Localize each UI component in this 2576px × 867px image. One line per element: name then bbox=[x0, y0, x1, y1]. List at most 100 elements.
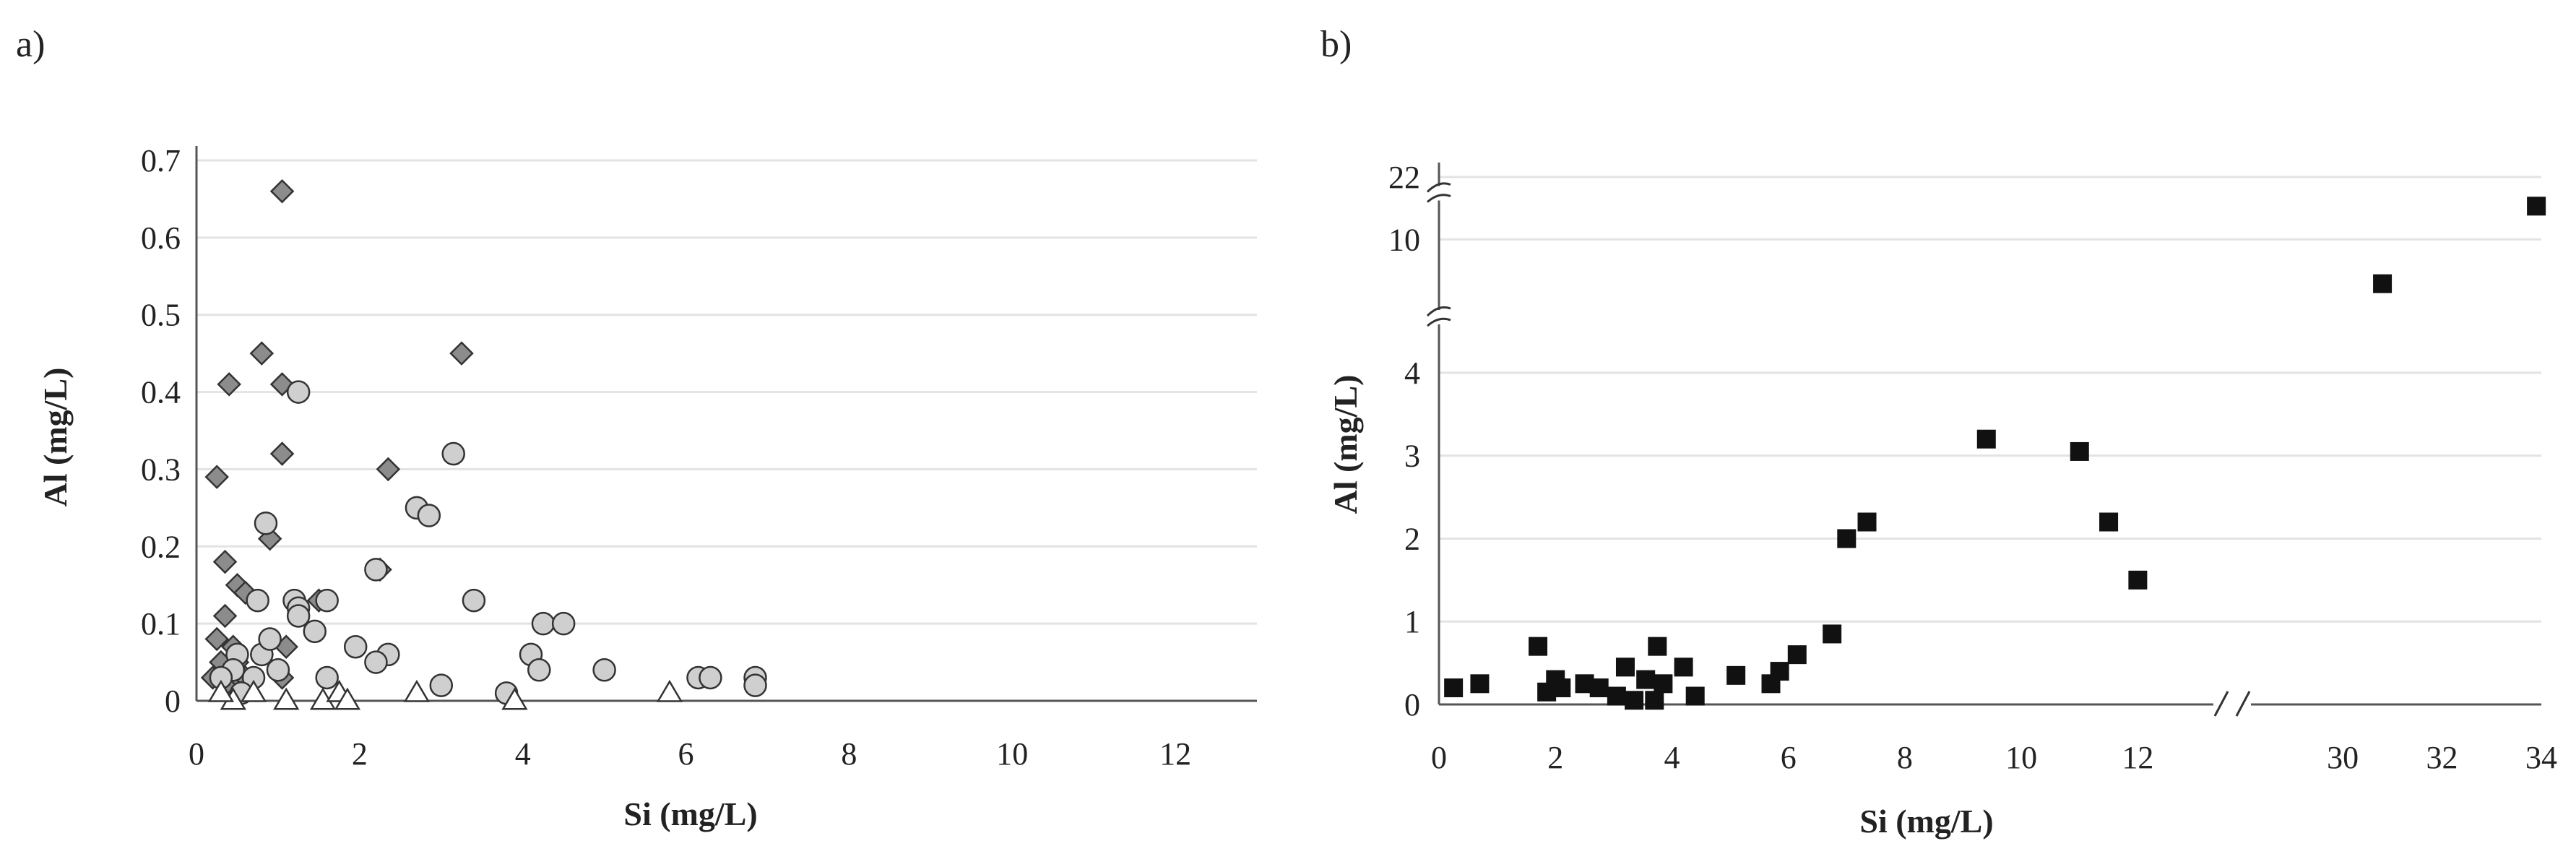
panel-a-diamond-point bbox=[212, 603, 238, 629]
panel-b-label: b) bbox=[1321, 24, 1352, 65]
panel-b-y-tick-label: 0 bbox=[1404, 687, 1420, 722]
panel-a-triangle-point bbox=[334, 687, 361, 710]
panel-b-square-point bbox=[1648, 637, 1667, 656]
panel-a-x-tick-label: 2 bbox=[352, 736, 368, 772]
panel-a-diamond-point bbox=[217, 372, 241, 397]
panel-b-y-tick-labels: 0 1 2 3 4 10 22 bbox=[1388, 160, 1420, 722]
panel-b-square-point bbox=[1625, 691, 1644, 710]
panel-b-square-point bbox=[1589, 678, 1609, 698]
panel-a-circle-point bbox=[286, 604, 311, 628]
panel-a-circle-point bbox=[254, 511, 278, 535]
panel-b-y-tick-label: 3 bbox=[1404, 439, 1420, 474]
panel-b-gridlines bbox=[1439, 176, 2541, 623]
panel-b-square-point bbox=[1857, 512, 1877, 532]
panel-a-x-tick-label: 12 bbox=[1159, 736, 1191, 772]
panel-a-diamond-point bbox=[212, 549, 238, 574]
panel-a-y-tick-label: 0.5 bbox=[141, 298, 181, 333]
panel-b-x-tick-label: 34 bbox=[2525, 740, 2557, 775]
panel-a-diamond-point bbox=[249, 341, 275, 366]
panel-a-diamond-point bbox=[269, 441, 295, 466]
panel-b-x-tick-label: 0 bbox=[1431, 740, 1447, 775]
panel-b-y-break-mark bbox=[1427, 194, 1451, 203]
panel-b-square-point bbox=[1615, 657, 1635, 677]
panel-b-y-break-mark bbox=[1426, 182, 1451, 193]
panel-b-square-point bbox=[1787, 645, 1807, 665]
panel-a-x-tick-label: 6 bbox=[678, 736, 694, 772]
panel-b-axis-breaks bbox=[1426, 182, 2251, 717]
panel-b-x-tick-label: 6 bbox=[1781, 740, 1797, 775]
panel-a-y-tick-label: 0.6 bbox=[141, 220, 181, 256]
panel-a-circle-point bbox=[429, 673, 454, 697]
panel-b-square-point bbox=[1552, 678, 1571, 698]
panel-a-circle-point bbox=[266, 658, 290, 682]
panel-b-y-tick-label: 22 bbox=[1388, 160, 1420, 195]
panel-b-square-point bbox=[1823, 624, 1842, 644]
panel-b-square-point bbox=[1685, 686, 1705, 706]
panel-a-x-tick-label: 8 bbox=[841, 736, 857, 772]
panel-a-circle-point bbox=[246, 588, 269, 613]
panel-b-x-tick-label: 8 bbox=[1897, 740, 1913, 775]
panel-b-square-point bbox=[1645, 691, 1664, 710]
panel-b-y-tick-label: 1 bbox=[1404, 604, 1420, 639]
panel-a-circle-point bbox=[592, 658, 616, 682]
panel-a-x-tick-label: 0 bbox=[189, 736, 204, 772]
panel-b-y-break-mark bbox=[1427, 317, 1451, 327]
panel-a: a) 0 0.1 0.2 0.3 0.4 0.5 0.6 0.7 0 2 4 6 8 10 12 Si (… bbox=[16, 24, 1257, 832]
panel-a-y-tick-label: 0.4 bbox=[141, 375, 181, 410]
panel-a-diamond-point bbox=[204, 626, 229, 652]
panel-b-x-tick-label: 12 bbox=[2122, 740, 2153, 775]
panel-b-data-points bbox=[1444, 197, 2546, 710]
panel-b-y-break-mark bbox=[1426, 306, 1451, 317]
panel-a-x-tick-label: 4 bbox=[515, 736, 531, 772]
panel-a-triangle-point bbox=[207, 679, 235, 702]
panel-a-y-axis-label: Al (mg/L) bbox=[37, 368, 74, 507]
panel-b-square-point bbox=[2128, 570, 2148, 590]
panel-a-diamond-point bbox=[376, 457, 401, 482]
panel-a-x-tick-labels: 0 2 4 6 8 10 12 bbox=[189, 736, 1191, 772]
panel-a-y-tick-labels: 0 0.1 0.2 0.3 0.4 0.5 0.6 0.7 bbox=[141, 143, 181, 719]
panel-b-square-point bbox=[2099, 512, 2119, 532]
panel-b-x-tick-label: 4 bbox=[1664, 740, 1680, 775]
panel-a-axes bbox=[195, 146, 1257, 702]
panel-b-square-point bbox=[1470, 674, 1490, 694]
panel-a-circle-point bbox=[441, 441, 465, 466]
panel-a-circle-point bbox=[462, 588, 486, 613]
panel-a-y-tick-label: 0.2 bbox=[141, 529, 181, 564]
panel-b-x-break-gap bbox=[2213, 693, 2251, 716]
panel-b-x-break-mark bbox=[2235, 691, 2251, 717]
panel-a-triangle-point bbox=[240, 679, 267, 702]
panel-a-circle-point bbox=[531, 611, 556, 636]
panel-b-square-point bbox=[1529, 637, 1548, 656]
panel-a-circle-point bbox=[699, 665, 722, 690]
panel-a-triangle-point bbox=[273, 687, 300, 710]
panel-b-square-point bbox=[1444, 678, 1464, 698]
panel-a-circle-point bbox=[364, 558, 388, 582]
panel-b-y-tick-label: 2 bbox=[1404, 521, 1420, 556]
panel-b-x-tick-label: 30 bbox=[2327, 740, 2359, 775]
panel-b-square-point bbox=[1726, 665, 1746, 685]
panel-a-y-tick-label: 0 bbox=[165, 683, 181, 719]
panel-a-diamond-point bbox=[269, 178, 295, 204]
panel-b-x-axis-label: Si (mg/L) bbox=[1859, 803, 1993, 840]
panel-a-circle-point bbox=[315, 665, 339, 690]
panel-b-x-tick-labels: 0 2 4 6 8 10 12 30 32 34 bbox=[1431, 740, 2557, 775]
panel-a-triangle-point bbox=[403, 679, 431, 702]
panel-a-diamond-point bbox=[449, 341, 474, 366]
panel-b-x-tick-label: 32 bbox=[2426, 740, 2458, 775]
panel-a-circle-point bbox=[258, 627, 282, 651]
panel-a-circle-point bbox=[364, 650, 388, 674]
panel-b-square-point bbox=[1770, 662, 1789, 681]
panel-b-square-point bbox=[1654, 674, 1673, 694]
panel-a-y-tick-label: 0.3 bbox=[141, 452, 181, 487]
panel-b-y-tick-label: 4 bbox=[1404, 355, 1420, 391]
panel-b-y-axis-label: Al (mg/L) bbox=[1327, 375, 1364, 514]
panel-a-circle-point bbox=[417, 504, 441, 527]
panel-a-data-points bbox=[200, 178, 767, 710]
panel-b-square-point bbox=[2070, 441, 2089, 461]
panel-a-circle-point bbox=[551, 611, 576, 636]
panel-b-square-point bbox=[1976, 429, 1996, 449]
panel-a-label: a) bbox=[16, 24, 45, 65]
panel-a-triangle-point bbox=[656, 679, 683, 702]
